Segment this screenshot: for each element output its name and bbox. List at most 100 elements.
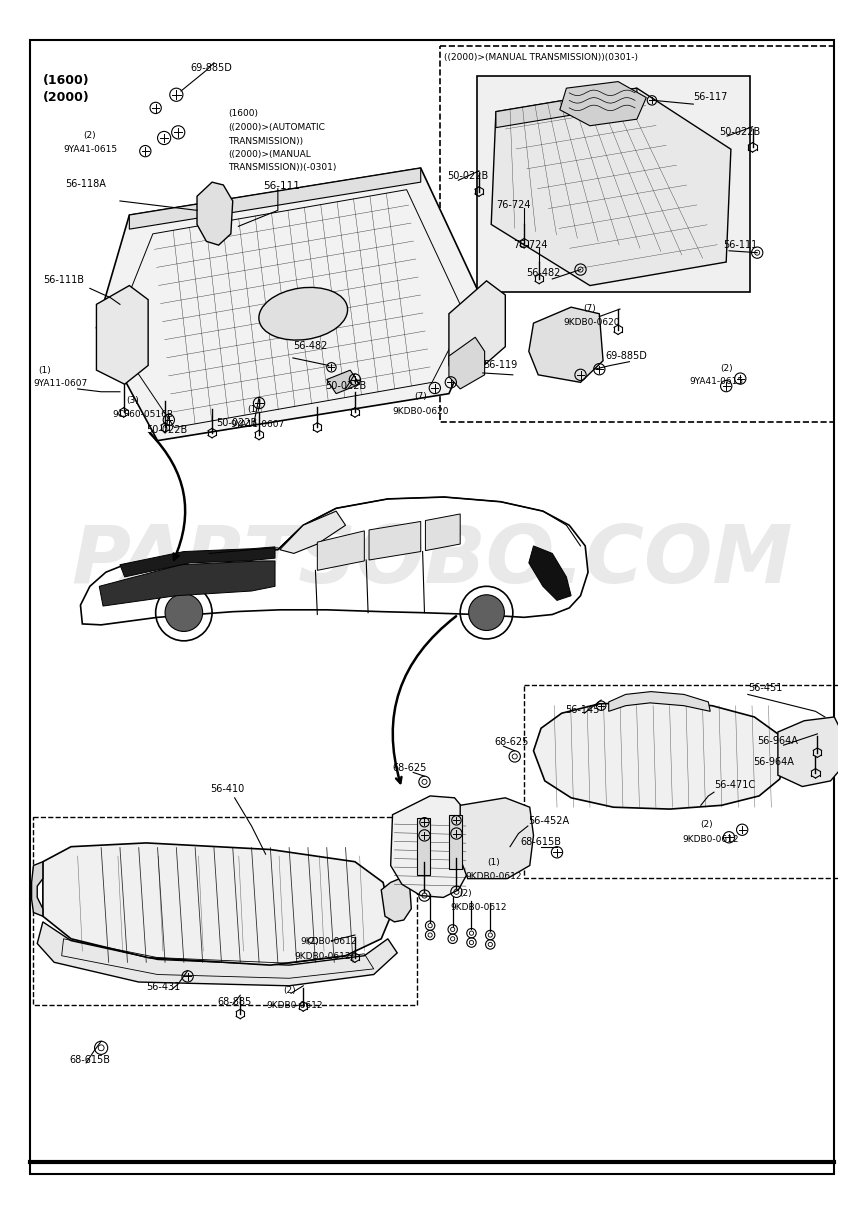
- Text: 9YA41-0615: 9YA41-0615: [689, 378, 744, 386]
- Text: ((2000)>(MANUAL: ((2000)>(MANUAL: [228, 149, 311, 159]
- Polygon shape: [381, 878, 411, 921]
- Text: (1600): (1600): [228, 109, 258, 118]
- Polygon shape: [391, 796, 467, 897]
- Polygon shape: [449, 280, 505, 380]
- Text: 56-471C: 56-471C: [714, 781, 755, 790]
- Text: 56-111: 56-111: [723, 240, 758, 250]
- Text: (7): (7): [583, 304, 596, 313]
- Text: (3): (3): [127, 396, 139, 405]
- Bar: [440, 46, 835, 421]
- Text: 56-964A: 56-964A: [757, 736, 798, 747]
- Text: 9YA11-0607: 9YA11-0607: [231, 420, 285, 429]
- Text: (2): (2): [700, 819, 713, 829]
- Circle shape: [468, 595, 505, 630]
- Polygon shape: [560, 81, 646, 126]
- Text: 50-022B: 50-022B: [146, 425, 187, 435]
- Text: PARTSОВО.СОМ: PARTSОВО.СОМ: [71, 522, 793, 601]
- Text: 56-111: 56-111: [263, 181, 300, 191]
- Text: 9YA11-0607: 9YA11-0607: [34, 379, 88, 388]
- Ellipse shape: [259, 288, 347, 340]
- Text: ((2000)>(AUTOMATIC: ((2000)>(AUTOMATIC: [228, 124, 325, 132]
- Bar: [449, 815, 462, 869]
- Bar: [34, 817, 417, 1005]
- Polygon shape: [327, 370, 359, 393]
- Polygon shape: [317, 531, 365, 571]
- Text: 56-431: 56-431: [146, 982, 181, 992]
- Bar: [417, 818, 430, 875]
- Text: 56-482: 56-482: [526, 268, 561, 278]
- Text: 68-885: 68-885: [218, 997, 252, 1006]
- Text: TRANSMISSION)): TRANSMISSION)): [228, 137, 303, 146]
- Polygon shape: [99, 561, 275, 606]
- Text: 69-885D: 69-885D: [605, 351, 647, 361]
- Polygon shape: [778, 717, 842, 787]
- Text: 50-022B: 50-022B: [447, 171, 488, 181]
- Polygon shape: [449, 337, 485, 388]
- Text: 56-452A: 56-452A: [528, 816, 569, 826]
- Text: 68-615B: 68-615B: [520, 836, 562, 847]
- Polygon shape: [97, 285, 148, 385]
- Text: 9YA41-0615: 9YA41-0615: [64, 146, 118, 154]
- Polygon shape: [529, 307, 603, 382]
- Text: 56-118A: 56-118A: [66, 178, 106, 189]
- Polygon shape: [120, 546, 275, 577]
- Text: (2): (2): [283, 986, 295, 995]
- Text: 50-022B: 50-022B: [720, 127, 761, 137]
- Polygon shape: [461, 798, 533, 879]
- Text: 50-022B: 50-022B: [216, 418, 257, 427]
- Text: 76-724: 76-724: [496, 199, 530, 210]
- Bar: [477, 76, 750, 293]
- Text: 69-885D: 69-885D: [190, 63, 232, 73]
- Polygon shape: [43, 843, 391, 965]
- Polygon shape: [37, 921, 397, 986]
- Text: 56-111B: 56-111B: [43, 274, 84, 285]
- Text: 9CF60-0516B: 9CF60-0516B: [112, 410, 174, 419]
- Text: (2): (2): [720, 364, 733, 373]
- Text: 9KDB0-0612: 9KDB0-0612: [682, 835, 739, 844]
- Text: 9KDB0-0620: 9KDB0-0620: [563, 318, 620, 327]
- Polygon shape: [609, 692, 710, 711]
- Text: 76-724: 76-724: [513, 240, 547, 250]
- Polygon shape: [280, 511, 346, 554]
- Polygon shape: [130, 168, 421, 229]
- Text: (1): (1): [487, 858, 500, 868]
- Polygon shape: [32, 862, 43, 917]
- Text: (2000): (2000): [43, 91, 90, 104]
- Polygon shape: [197, 182, 232, 245]
- Text: ((2000)>(MANUAL TRANSMISSION))(0301-): ((2000)>(MANUAL TRANSMISSION))(0301-): [444, 53, 638, 62]
- Text: (1): (1): [247, 405, 260, 414]
- Text: (1600): (1600): [43, 74, 90, 87]
- Text: 9KDB0-0612: 9KDB0-0612: [301, 937, 357, 947]
- Text: 56-119: 56-119: [483, 361, 517, 370]
- Text: (7): (7): [415, 392, 427, 402]
- Text: TRANSMISSION))(-0301): TRANSMISSION))(-0301): [228, 163, 336, 172]
- Text: 50-022B: 50-022B: [325, 381, 366, 391]
- Text: 9KDB0-0612: 9KDB0-0612: [466, 872, 523, 880]
- Text: 9KDB0-0620: 9KDB0-0620: [392, 408, 449, 416]
- Text: 68-625: 68-625: [392, 764, 427, 773]
- Text: 9KDB0-0612: 9KDB0-0612: [295, 953, 352, 961]
- Text: (2): (2): [84, 131, 96, 140]
- Polygon shape: [369, 522, 421, 560]
- Polygon shape: [425, 514, 461, 551]
- Text: (2): (2): [307, 937, 319, 947]
- Polygon shape: [533, 702, 785, 809]
- Text: 68-625: 68-625: [494, 737, 529, 747]
- Text: 56-964A: 56-964A: [753, 756, 794, 767]
- Text: 56-410: 56-410: [210, 784, 245, 794]
- Polygon shape: [496, 89, 637, 127]
- Text: 56-451: 56-451: [748, 682, 782, 693]
- Text: (2): (2): [460, 890, 472, 898]
- Text: 68-615B: 68-615B: [69, 1055, 111, 1065]
- Text: 9KDB0-0612: 9KDB0-0612: [267, 1002, 323, 1010]
- Polygon shape: [492, 89, 731, 285]
- Text: 9KDB0-0612: 9KDB0-0612: [451, 903, 507, 912]
- Text: 56-482: 56-482: [293, 340, 327, 351]
- Text: 56-145: 56-145: [565, 705, 600, 715]
- Polygon shape: [97, 168, 486, 441]
- Circle shape: [165, 594, 203, 631]
- Text: (1): (1): [38, 365, 51, 375]
- Polygon shape: [529, 546, 571, 601]
- Bar: [524, 685, 853, 878]
- Text: 56-117: 56-117: [693, 92, 727, 102]
